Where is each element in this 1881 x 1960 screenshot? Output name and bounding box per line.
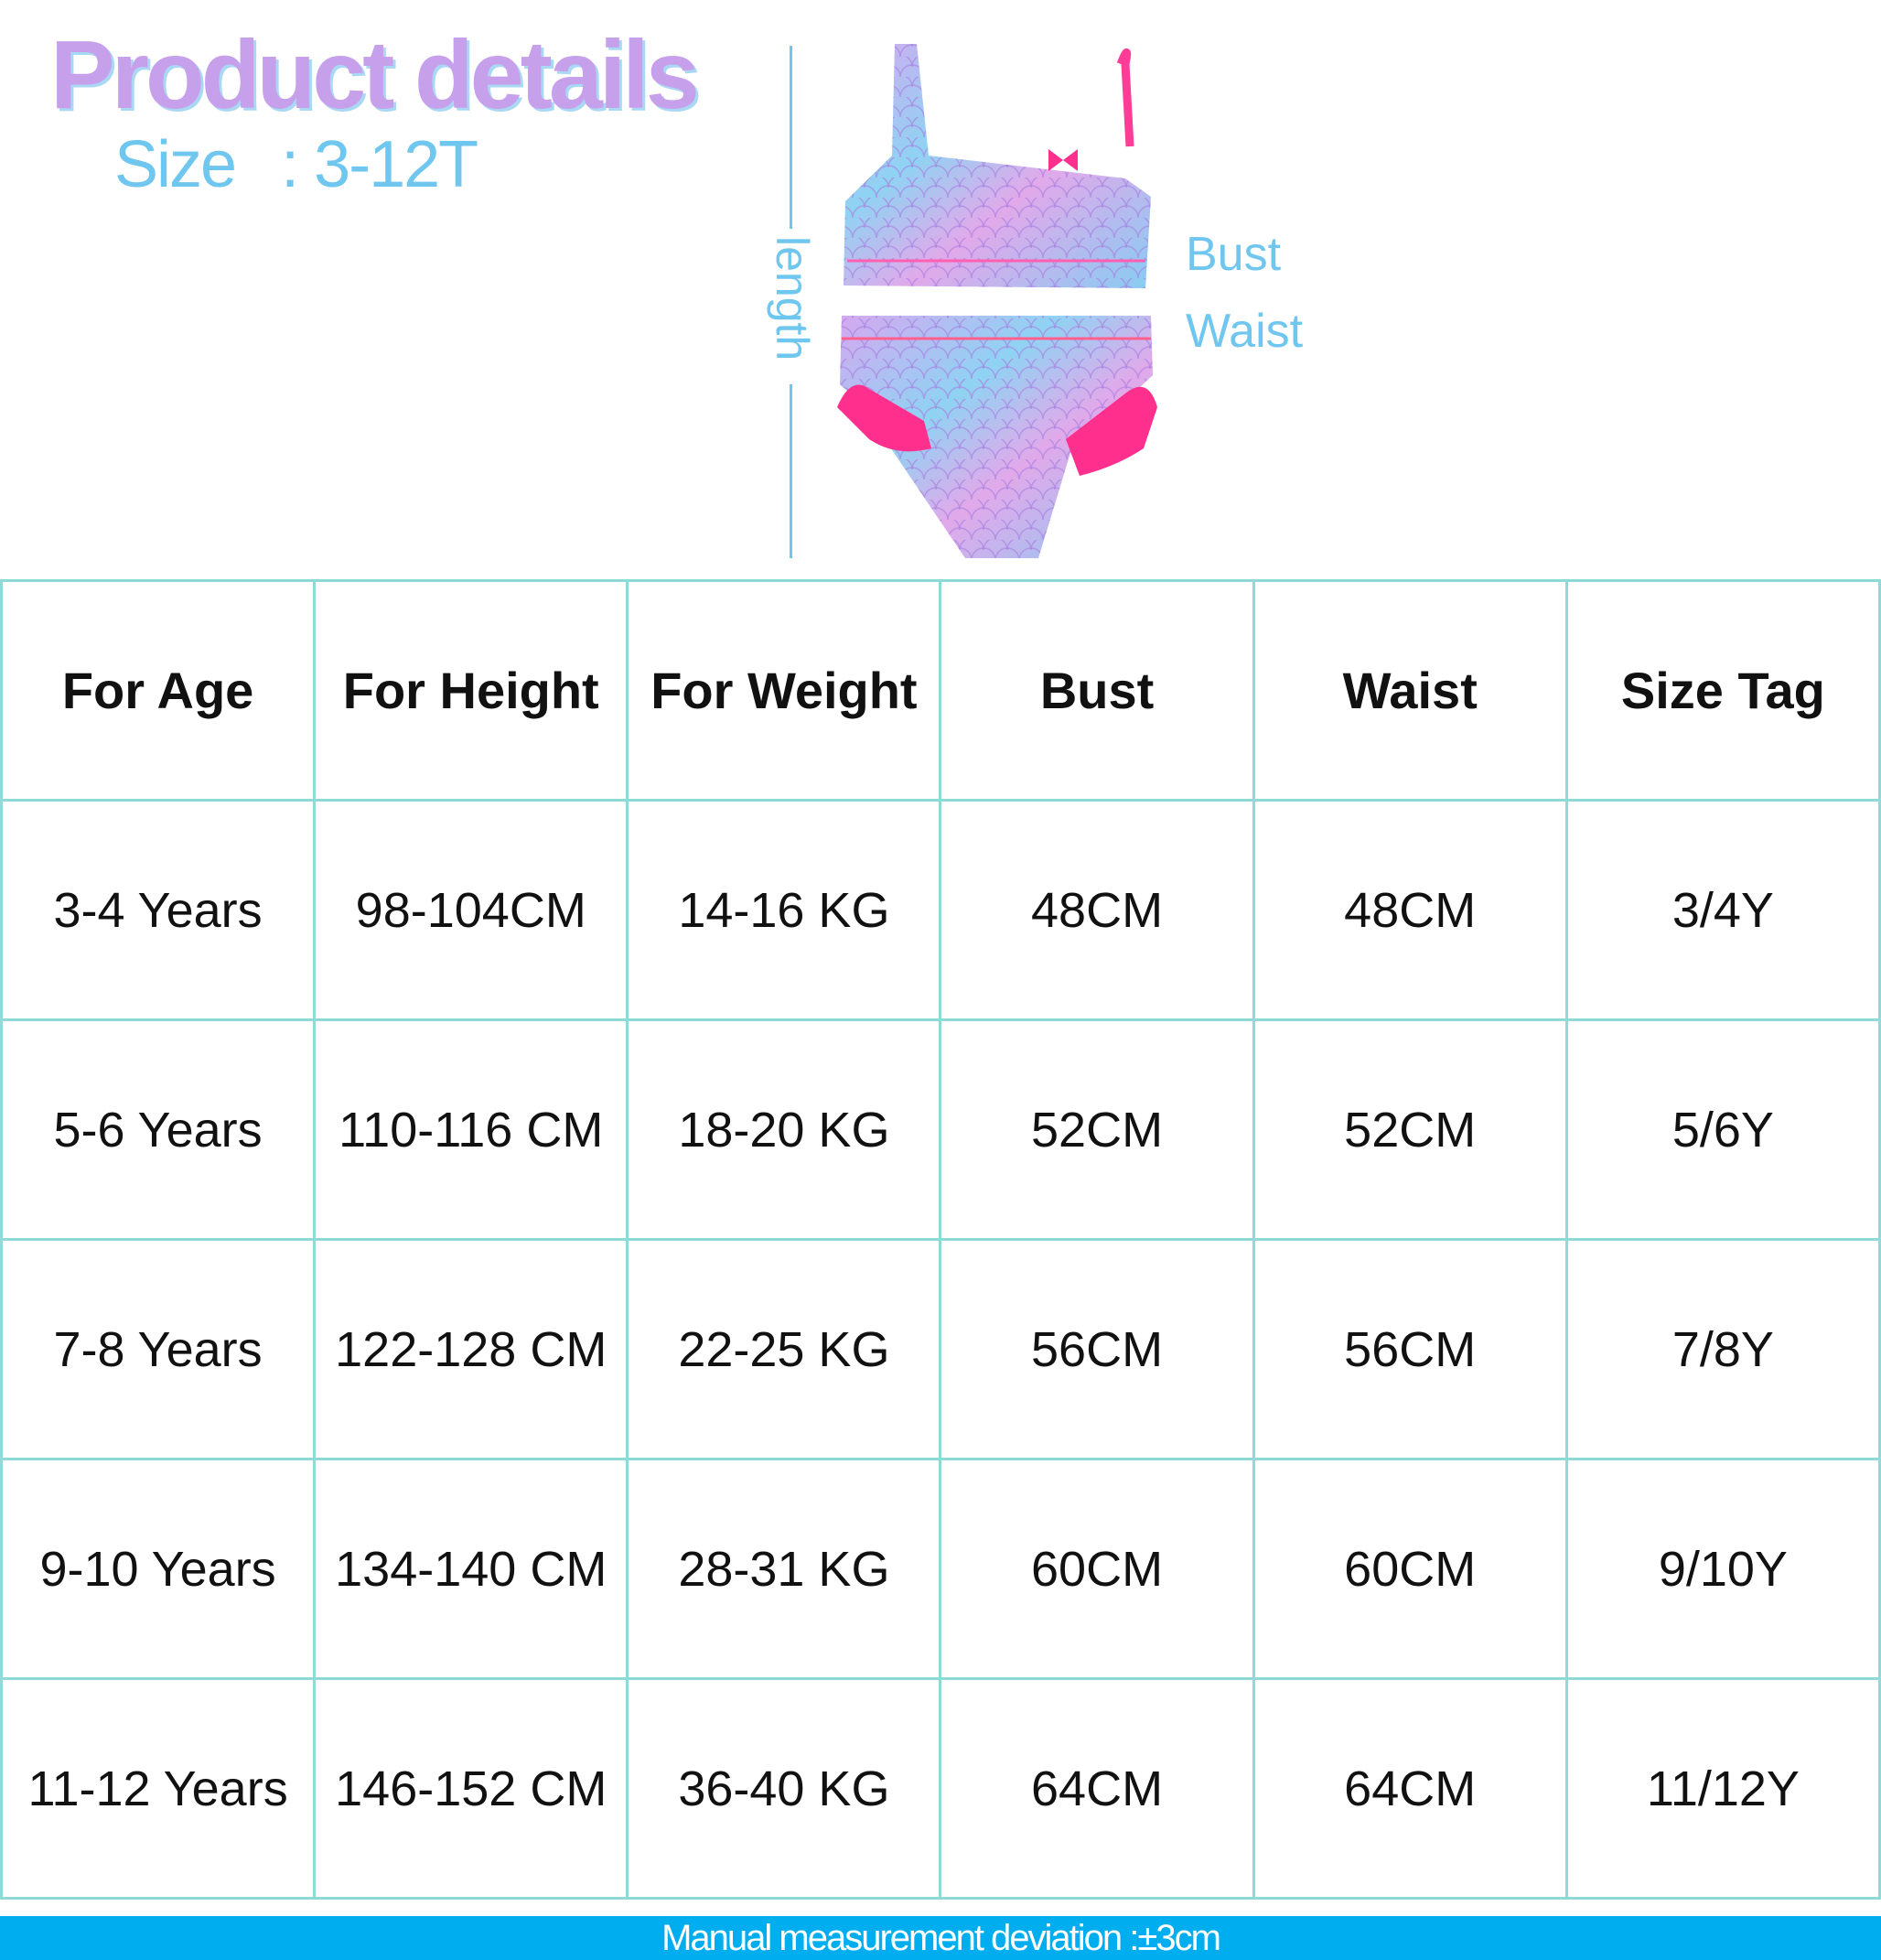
cell-waist: 64CM — [1252, 1677, 1568, 1900]
length-line-top — [790, 46, 792, 229]
cell-age: 3-4 Years — [0, 799, 317, 1021]
strap — [1116, 48, 1134, 147]
size-range: Size : 3-12T — [114, 128, 478, 201]
page-title: Product details — [50, 21, 700, 129]
table-row: 5-6 Years 110-116 CM 18-20 KG 52CM 52CM 5/6Y — [0, 1018, 1881, 1241]
cell-age: 11-12 Years — [0, 1677, 317, 1900]
size-value: : 3-12T — [281, 128, 478, 201]
cell-bust: 48CM — [939, 799, 1255, 1021]
cell-height: 122-128 CM — [313, 1238, 629, 1460]
cell-size-tag: 3/4Y — [1564, 799, 1881, 1021]
cell-size-tag: 7/8Y — [1564, 1238, 1881, 1460]
cell-weight: 28-31 KG — [626, 1458, 942, 1680]
swimsuit-image — [837, 44, 1157, 558]
measurement-note: Manual measurement deviation :±3cm — [0, 1916, 1881, 1960]
length-line-bottom — [790, 384, 792, 558]
size-label: Size — [114, 128, 237, 201]
cell-waist: 56CM — [1252, 1238, 1568, 1460]
cell-age: 5-6 Years — [0, 1018, 317, 1241]
cell-size-tag: 9/10Y — [1564, 1458, 1881, 1680]
cell-waist: 60CM — [1252, 1458, 1568, 1680]
header-bust: Bust — [939, 579, 1255, 802]
cell-age: 9-10 Years — [0, 1458, 317, 1680]
cell-waist: 48CM — [1252, 799, 1568, 1021]
cell-weight: 18-20 KG — [626, 1018, 942, 1241]
header-waist: Waist — [1252, 579, 1568, 802]
cell-waist: 52CM — [1252, 1018, 1568, 1241]
cell-height: 110-116 CM — [313, 1018, 629, 1241]
table-row: 3-4 Years 98-104CM 14-16 KG 48CM 48CM 3/4Y — [0, 799, 1881, 1021]
length-label: length — [765, 236, 820, 361]
cell-age: 7-8 Years — [0, 1238, 317, 1460]
cell-size-tag: 5/6Y — [1564, 1018, 1881, 1241]
cell-height: 134-140 CM — [313, 1458, 629, 1680]
table-row: 9-10 Years 134-140 CM 28-31 KG 60CM 60CM 9/10… — [0, 1458, 1881, 1680]
cell-height: 146-152 CM — [313, 1677, 629, 1900]
header-size-tag: Size Tag — [1564, 579, 1881, 802]
bust-label: Bust — [1186, 228, 1282, 281]
waist-label: Waist — [1186, 305, 1304, 358]
cell-weight: 36-40 KG — [626, 1677, 942, 1900]
cell-bust: 60CM — [939, 1458, 1255, 1680]
header-age: For Age — [0, 579, 317, 802]
cell-bust: 56CM — [939, 1238, 1255, 1460]
table-header-row: For Age For Height For Weight Bust Waist… — [0, 579, 1881, 802]
header-height: For Height — [313, 579, 629, 802]
cell-weight: 22-25 KG — [626, 1238, 942, 1460]
header-weight: For Weight — [626, 579, 942, 802]
ruffle-right — [1066, 386, 1157, 476]
bow — [1048, 149, 1078, 171]
cell-weight: 14-16 KG — [626, 799, 942, 1021]
size-chart-table: For Age For Height For Weight Bust Waist… — [0, 579, 1881, 1900]
ruffle-left — [837, 384, 931, 452]
cell-height: 98-104CM — [313, 799, 629, 1021]
cell-bust: 64CM — [939, 1677, 1255, 1900]
table-row: 11-12 Years 146-152 CM 36-40 KG 64CM 64CM 11/… — [0, 1677, 1881, 1900]
table-row: 7-8 Years 122-128 CM 22-25 KG 56CM 56CM 7/8Y — [0, 1238, 1881, 1460]
cell-size-tag: 11/12Y — [1564, 1677, 1881, 1900]
cell-bust: 52CM — [939, 1018, 1255, 1241]
